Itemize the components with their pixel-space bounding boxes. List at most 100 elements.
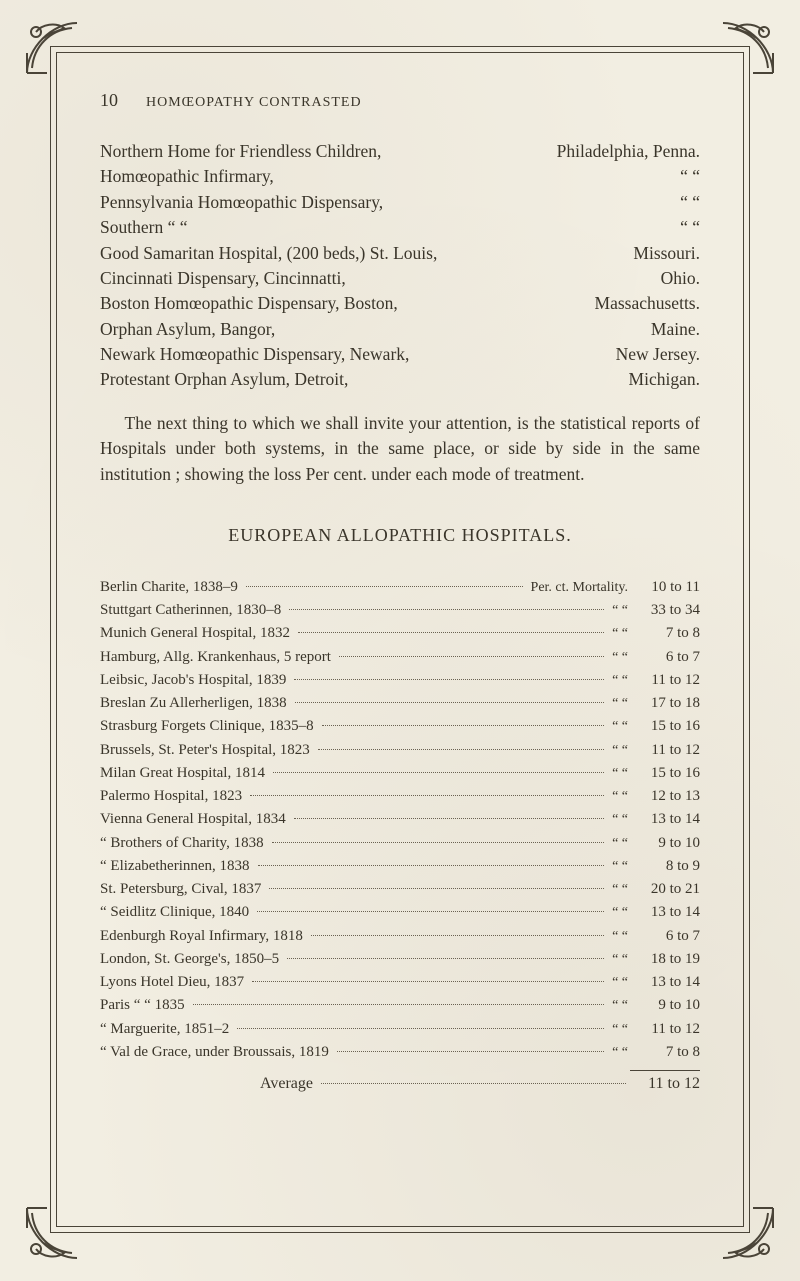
- mortality-value: 33 to 34: [634, 599, 700, 622]
- institution-location: Michigan.: [560, 367, 700, 392]
- hospital-name: “ Elizabetherinnen, 1838: [100, 855, 250, 878]
- mortality-label: “ “: [612, 1019, 628, 1041]
- institution-row: Cincinnati Dispensary, Cincinnatti,Ohio.: [100, 266, 700, 291]
- institution-row: Southern “ “ “ “: [100, 215, 700, 240]
- average-label: Average: [100, 1075, 313, 1093]
- leader-dots: [269, 888, 604, 889]
- institution-name: Homœopathic Infirmary,: [100, 164, 552, 189]
- institution-location: Missouri.: [560, 241, 700, 266]
- hospital-name: Breslan Zu Allerherligen, 1838: [100, 692, 287, 715]
- leader-dots: [311, 935, 604, 936]
- institution-name: Protestant Orphan Asylum, Detroit,: [100, 367, 552, 392]
- mortality-label: “ “: [612, 856, 628, 878]
- hospital-name: St. Petersburg, Cival, 1837: [100, 878, 261, 901]
- institution-row: Pennsylvania Homœopathic Dispensary, “ “: [100, 190, 700, 215]
- leader-dots: [294, 818, 604, 819]
- leader-dots: [295, 702, 604, 703]
- hospital-name: “ Marguerite, 1851–2: [100, 1018, 229, 1041]
- table-row: Berlin Charite, 1838–9Per. ct. Mortality…: [100, 576, 700, 599]
- table-row: St. Petersburg, Cival, 1837 “ “ 20 to 21: [100, 878, 700, 901]
- mortality-value: 13 to 14: [634, 971, 700, 994]
- mortality-label: “ “: [612, 740, 628, 762]
- leader-dots: [257, 911, 604, 912]
- leader-dots: [250, 795, 604, 796]
- institution-name: Southern “ “: [100, 215, 552, 240]
- table-row: Edenburgh Royal Infirmary, 1818“ “6 to 7: [100, 925, 700, 948]
- institution-name: Good Samaritan Hospital, (200 beds,) St.…: [100, 241, 552, 266]
- institution-location: Maine.: [560, 317, 700, 342]
- hospital-name: Strasburg Forgets Clinique, 1835–8: [100, 715, 314, 738]
- institution-location: “ “: [560, 215, 700, 240]
- table-row: Strasburg Forgets Clinique, 1835–8 “ “ 15 …: [100, 715, 700, 738]
- mortality-label: “ “: [612, 1042, 628, 1064]
- mortality-value: 13 to 14: [634, 808, 700, 831]
- institution-location: New Jersey.: [560, 342, 700, 367]
- mortality-label: “ “: [612, 833, 628, 855]
- institution-location: Ohio.: [560, 266, 700, 291]
- mortality-value: 11 to 12: [634, 669, 700, 692]
- hospital-name: London, St. George's, 1850–5: [100, 948, 279, 971]
- table-row: Munich General Hospital, 1832 “ “ 7 to 8: [100, 622, 700, 645]
- mortality-label: “ “: [612, 763, 628, 785]
- table-row: “ Brothers of Charity, 1838“ “9 to 10: [100, 832, 700, 855]
- hospital-table: Berlin Charite, 1838–9Per. ct. Mortality…: [100, 576, 700, 1064]
- institution-location: “ “: [560, 190, 700, 215]
- institution-row: Protestant Orphan Asylum, Detroit, Michig…: [100, 367, 700, 392]
- mortality-value: 20 to 21: [634, 878, 700, 901]
- table-row: Milan Great Hospital, 1814“ “15 to 16: [100, 762, 700, 785]
- mortality-label: “ “: [612, 693, 628, 715]
- institution-name: Northern Home for Friendless Children,: [100, 139, 549, 164]
- table-row: “ Marguerite, 1851–2 “ “ 11 to 12: [100, 1018, 700, 1041]
- table-row: Stuttgart Catherinnen, 1830–8“ “33 to 34: [100, 599, 700, 622]
- leader-dots: [272, 842, 604, 843]
- table-row: Palermo Hospital, 1823“ “12 to 13: [100, 785, 700, 808]
- mortality-value: 9 to 10: [634, 832, 700, 855]
- leader-dots: [294, 679, 604, 680]
- hospital-name: Leibsic, Jacob's Hospital, 1839: [100, 669, 286, 692]
- leader-dots: [339, 656, 604, 657]
- mortality-value: 11 to 12: [634, 739, 700, 762]
- mortality-value: 6 to 7: [634, 925, 700, 948]
- mortality-value: 15 to 16: [634, 762, 700, 785]
- institution-row: Homœopathic Infirmary,“ “: [100, 164, 700, 189]
- table-row: Hamburg, Allg. Krankenhaus, 5 report“ “6…: [100, 646, 700, 669]
- leader-dots: [193, 1004, 604, 1005]
- content-area: 10 HOMŒOPATHY CONTRASTED Northern Home f…: [100, 90, 700, 1181]
- mortality-label: “ “: [612, 926, 628, 948]
- average-value: 11 to 12: [634, 1075, 700, 1093]
- hospital-name: Palermo Hospital, 1823: [100, 785, 242, 808]
- mortality-label: “ “: [612, 995, 628, 1017]
- paragraph-text: The next thing to which we shall invite …: [100, 411, 700, 487]
- table-row: Vienna General Hospital, 1834“ “13 to 14: [100, 808, 700, 831]
- leader-dots: [273, 772, 604, 773]
- hospital-name: Munich General Hospital, 1832: [100, 622, 290, 645]
- mortality-value: 17 to 18: [634, 692, 700, 715]
- mortality-label: “ “: [612, 902, 628, 924]
- hospital-name: “ Seidlitz Clinique, 1840: [100, 901, 249, 924]
- institution-row: Newark Homœopathic Dispensary, Newark,Ne…: [100, 342, 700, 367]
- institution-location: Massachusetts.: [560, 291, 700, 316]
- mortality-label: “ “: [612, 786, 628, 808]
- mortality-value: 7 to 8: [634, 622, 700, 645]
- mortality-label: Per. ct. Mortality.: [531, 577, 628, 599]
- leader-dots: [298, 632, 604, 633]
- leader-dots: [322, 725, 604, 726]
- running-head: 10 HOMŒOPATHY CONTRASTED: [100, 90, 700, 111]
- leader-dots: [287, 958, 604, 959]
- mortality-label: “ “: [612, 879, 628, 901]
- leader-dots: [289, 609, 604, 610]
- table-row: London, St. George's, 1850–5“ “18 to 19: [100, 948, 700, 971]
- institution-name: Pennsylvania Homœopathic Dispensary,: [100, 190, 552, 215]
- institution-name: Boston Homœopathic Dispensary, Boston,: [100, 291, 552, 316]
- mortality-value: 15 to 16: [634, 715, 700, 738]
- mortality-value: 11 to 12: [634, 1018, 700, 1041]
- mortality-label: “ “: [612, 716, 628, 738]
- page: 10 HOMŒOPATHY CONTRASTED Northern Home f…: [0, 0, 800, 1281]
- leader-dots: [318, 749, 604, 750]
- mortality-label: “ “: [612, 623, 628, 645]
- average-rule: [630, 1070, 700, 1071]
- mortality-value: 18 to 19: [634, 948, 700, 971]
- table-row: Leibsic, Jacob's Hospital, 1839“ “11 to …: [100, 669, 700, 692]
- mortality-value: 6 to 7: [634, 646, 700, 669]
- hospital-name: Vienna General Hospital, 1834: [100, 808, 286, 831]
